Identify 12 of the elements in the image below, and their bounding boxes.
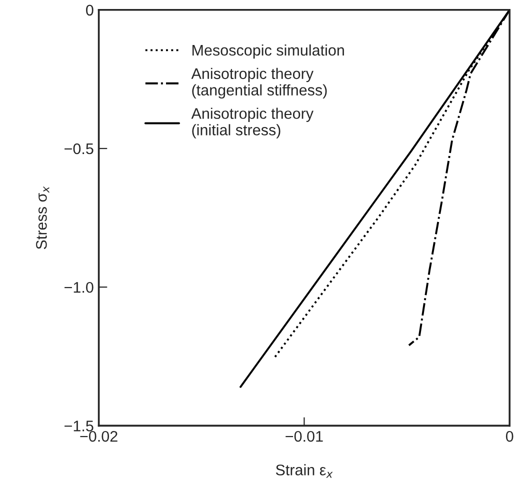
x-tick-label: 0 xyxy=(506,430,514,442)
y-tick-label: −0.5 xyxy=(64,143,94,154)
x-tick-label: −0.01 xyxy=(286,430,323,442)
legend-label: Anisotropic theory (initial stress) xyxy=(191,108,314,138)
y-tick-label: 0 xyxy=(86,4,94,16)
y-axis-title: Stress σ$_{x}$ xyxy=(36,186,50,250)
legend-label: Anisotropic theory (tangential stiffness) xyxy=(191,68,327,99)
legend-label: Mesoscopic simulation xyxy=(192,44,344,59)
x-tick-label: −0.02 xyxy=(80,430,118,442)
y-tick-label: −1.5 xyxy=(64,420,94,432)
y-tick-label: −1.0 xyxy=(64,282,94,293)
x-axis-title: Strain ε$_{x}$ xyxy=(276,464,333,478)
